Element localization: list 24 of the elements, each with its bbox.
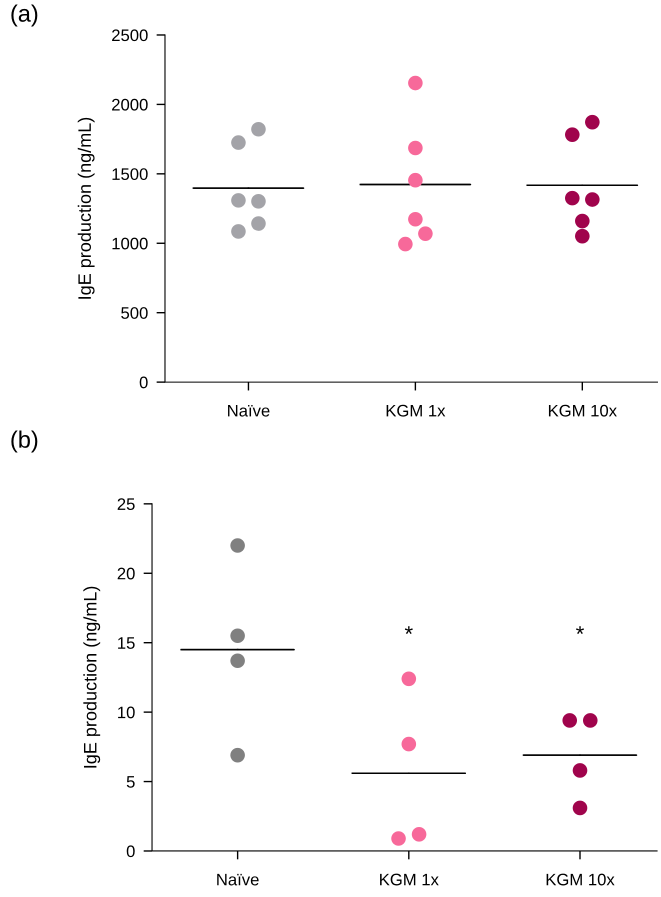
y-tick-label: 0 [140, 376, 148, 388]
y-axis-title: IgE production (ng/mL) [78, 118, 95, 299]
y-tick-label: 2500 [112, 29, 148, 42]
y-tick-label: 1000 [112, 238, 148, 250]
x-tick-label: KGM 10x [548, 404, 617, 417]
y-tick-label: 25 [118, 498, 135, 510]
chart-title: (a) [11, 4, 38, 26]
y-tick-label: 10 [118, 706, 135, 718]
y-tick-label: 5 [126, 776, 135, 788]
x-tick-label: KGM 1x [386, 404, 446, 417]
x-tick-label: KGM 1x [380, 874, 439, 886]
annotation: * [404, 626, 413, 634]
y-axis-title: IgE production (ng/mL) [83, 586, 100, 768]
y-tick-label: 0 [126, 845, 135, 858]
y-tick-label: 1500 [112, 168, 148, 180]
y-tick-label: 15 [118, 637, 135, 649]
y-tick-label: 20 [118, 568, 135, 580]
annotation: * [576, 626, 584, 634]
x-tick-label: Naïve [228, 404, 270, 417]
y-tick-label: 500 [121, 307, 148, 319]
y-tick-label: 2000 [112, 98, 148, 111]
chart-title: (b) [11, 430, 38, 453]
x-tick-label: KGM 10x [546, 874, 615, 886]
x-tick-label: Naïve [217, 874, 259, 886]
